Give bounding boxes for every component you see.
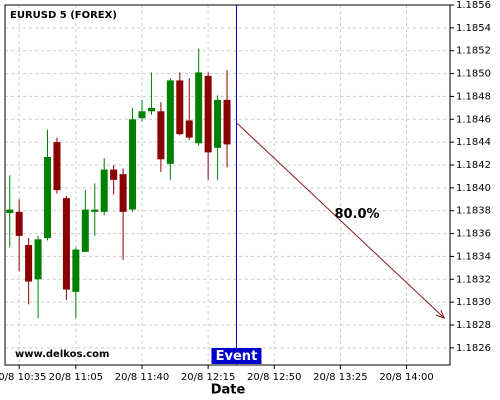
plot-frame xyxy=(4,4,451,366)
x-tick-label: 20/8 13:25 xyxy=(313,372,367,383)
projection-label: 80.0% xyxy=(334,207,379,222)
candle-body xyxy=(176,80,184,135)
candle-body xyxy=(72,249,80,292)
candle-body xyxy=(223,99,231,145)
y-tick-label: 1.1844 xyxy=(456,137,491,148)
x-tick-label: 20/8 12:15 xyxy=(181,372,235,383)
candle-body xyxy=(25,245,33,282)
candle-body xyxy=(44,157,52,239)
x-tick-label: 20/8 12:50 xyxy=(247,372,301,383)
candle-body xyxy=(166,80,174,164)
arrow-head xyxy=(435,309,446,320)
projection-arrow xyxy=(236,122,445,319)
y-tick-label: 1.1846 xyxy=(456,114,491,125)
candle-body xyxy=(15,211,23,236)
candle-body xyxy=(100,169,108,212)
y-tick-label: 1.1856 xyxy=(456,0,491,11)
x-tick-label: 20/8 11:40 xyxy=(115,372,169,383)
x-axis-title: Date xyxy=(211,383,246,398)
event-label-box xyxy=(211,348,262,364)
y-tick-label: 1.1850 xyxy=(456,69,491,80)
watermark: www.delkos.com xyxy=(15,349,109,360)
candle-body xyxy=(214,99,222,148)
candle-body xyxy=(34,239,42,280)
candle-body xyxy=(157,111,165,160)
candles xyxy=(6,48,231,319)
y-tick-label: 1.1826 xyxy=(456,343,491,354)
candle-body xyxy=(53,142,61,191)
candle-body xyxy=(110,169,118,180)
y-tick-label: 1.1840 xyxy=(456,183,491,194)
y-tick-label: 1.1848 xyxy=(456,91,491,102)
y-tick-label: 1.1852 xyxy=(456,46,491,57)
y-tick-label: 1.1834 xyxy=(456,251,491,262)
y-tick-label: 1.1836 xyxy=(456,229,491,240)
candle-body xyxy=(81,209,89,252)
candle-body xyxy=(147,107,155,112)
candle-body xyxy=(6,209,14,213)
y-tick-label: 1.1854 xyxy=(456,23,491,34)
candle-body xyxy=(185,120,193,138)
chart-title: EURUSD 5 (FOREX) xyxy=(10,10,117,21)
x-tick-label: 20/8 10:35 xyxy=(0,372,46,383)
x-tick-label: 20/8 14:00 xyxy=(379,372,433,383)
candle-body xyxy=(119,174,127,212)
candle-body xyxy=(62,198,70,290)
candle-body xyxy=(204,75,212,153)
candle-body xyxy=(138,111,146,119)
x-tick-label: 20/8 11:05 xyxy=(49,372,103,383)
y-tick-label: 1.1830 xyxy=(456,297,491,308)
candle-body xyxy=(129,119,137,210)
y-tick-label: 1.1828 xyxy=(456,320,491,331)
event-label: Event xyxy=(216,349,258,364)
y-tick-label: 1.1832 xyxy=(456,274,491,285)
candle-body xyxy=(195,72,203,144)
y-tick-label: 1.1842 xyxy=(456,160,491,171)
y-tick-label: 1.1838 xyxy=(456,206,491,217)
candle-body xyxy=(91,209,99,212)
